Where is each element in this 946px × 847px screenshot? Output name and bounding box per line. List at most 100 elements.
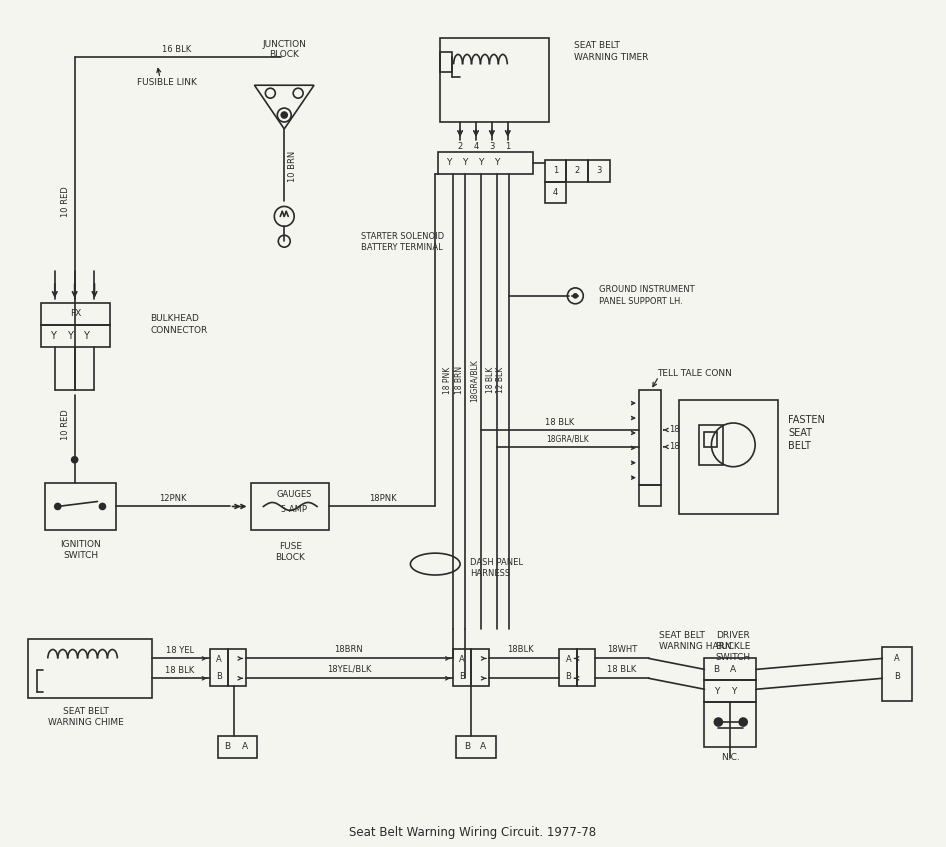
Text: 12PNK: 12PNK: [159, 494, 186, 503]
Text: BELT: BELT: [788, 440, 811, 451]
Bar: [218, 736, 257, 758]
Text: 18 BRN: 18 BRN: [455, 366, 464, 395]
Bar: [456, 736, 496, 758]
Bar: [545, 160, 567, 181]
Circle shape: [281, 112, 288, 118]
Text: 18PNK: 18PNK: [369, 494, 396, 503]
Bar: [545, 181, 567, 203]
Text: PANEL SUPPORT LH.: PANEL SUPPORT LH.: [599, 297, 683, 307]
Text: BUCKLE: BUCKLE: [715, 642, 751, 651]
Text: A: A: [459, 655, 464, 664]
Text: FX: FX: [70, 309, 81, 318]
Text: SEAT BELT: SEAT BELT: [62, 706, 109, 716]
Text: Seat Belt Warning Wiring Circuit. 1977-78: Seat Belt Warning Wiring Circuit. 1977-7…: [349, 826, 597, 839]
Text: 18 BLK: 18 BLK: [166, 666, 195, 675]
Bar: [639, 484, 660, 507]
Text: FUSIBLE LINK: FUSIBLE LINK: [137, 78, 197, 86]
Text: Y: Y: [730, 687, 736, 695]
Text: FASTEN: FASTEN: [788, 415, 825, 425]
Text: 18: 18: [669, 442, 679, 451]
Text: 18: 18: [669, 425, 679, 435]
Bar: [577, 649, 595, 686]
Text: A: A: [730, 665, 736, 674]
Text: JUNCTION: JUNCTION: [262, 40, 307, 49]
Text: B: B: [894, 672, 901, 681]
Circle shape: [99, 503, 105, 509]
Bar: [639, 390, 660, 484]
Text: HARNESS: HARNESS: [470, 568, 510, 578]
Text: Y: Y: [463, 158, 467, 167]
Text: STARTER SOLENOID: STARTER SOLENOID: [360, 232, 444, 241]
Text: B: B: [464, 742, 470, 751]
Text: A: A: [480, 742, 486, 751]
Bar: [678, 400, 778, 514]
Text: 12 BLK: 12 BLK: [497, 367, 505, 393]
Bar: [883, 646, 912, 701]
Circle shape: [573, 294, 577, 298]
Text: B: B: [224, 742, 231, 751]
Text: SWITCH: SWITCH: [716, 653, 751, 662]
Text: B: B: [566, 672, 571, 681]
Text: Y: Y: [67, 330, 73, 340]
Bar: [28, 639, 152, 698]
Text: WARNING HARN.: WARNING HARN.: [658, 642, 734, 651]
Text: A: A: [894, 654, 900, 663]
Text: 1: 1: [505, 142, 511, 152]
Bar: [210, 649, 228, 686]
Text: GROUND INSTRUMENT: GROUND INSTRUMENT: [599, 285, 694, 295]
Text: 18WHT: 18WHT: [607, 645, 638, 654]
Text: B: B: [216, 672, 221, 681]
Text: 18 BLK: 18 BLK: [545, 418, 574, 427]
Text: 18 BLK: 18 BLK: [607, 665, 637, 674]
Text: TELL TALE CONN: TELL TALE CONN: [657, 368, 731, 378]
Text: 4: 4: [552, 188, 558, 197]
Text: Y: Y: [50, 330, 56, 340]
Text: SEAT BELT: SEAT BELT: [658, 631, 705, 640]
Text: 4: 4: [473, 142, 479, 152]
Text: GAUGES: GAUGES: [276, 490, 312, 499]
Text: 18 YEL: 18 YEL: [166, 646, 194, 655]
Text: Y: Y: [713, 687, 719, 695]
Bar: [705, 680, 756, 702]
Text: 18YEL/BLK: 18YEL/BLK: [326, 665, 371, 674]
Bar: [438, 152, 533, 174]
Text: Y: Y: [447, 158, 452, 167]
Bar: [567, 160, 588, 181]
Text: B: B: [459, 672, 465, 681]
Text: Y: Y: [82, 330, 89, 340]
Bar: [588, 160, 610, 181]
Bar: [41, 324, 111, 346]
Text: SEAT: SEAT: [788, 428, 812, 438]
Bar: [698, 425, 724, 465]
Text: FUSE: FUSE: [279, 542, 302, 551]
Bar: [471, 649, 489, 686]
Text: 3: 3: [597, 166, 602, 175]
Text: 1: 1: [552, 166, 558, 175]
Text: 18BRN: 18BRN: [335, 645, 363, 654]
Text: 10 RED: 10 RED: [61, 410, 70, 440]
Text: 16 BLK: 16 BLK: [163, 45, 192, 54]
Text: B: B: [713, 665, 720, 674]
Text: BLOCK: BLOCK: [270, 50, 299, 59]
Text: 3: 3: [489, 142, 495, 152]
Text: WARNING TIMER: WARNING TIMER: [574, 53, 649, 62]
Text: DRIVER: DRIVER: [716, 631, 750, 640]
Text: 5 AMP: 5 AMP: [281, 505, 307, 514]
Bar: [705, 702, 756, 747]
Bar: [440, 53, 452, 72]
Text: Y: Y: [479, 158, 483, 167]
Bar: [559, 649, 577, 686]
Bar: [440, 37, 550, 122]
Circle shape: [739, 718, 747, 726]
Text: A: A: [241, 742, 248, 751]
Circle shape: [72, 457, 78, 462]
Bar: [453, 649, 471, 686]
Text: N.C.: N.C.: [721, 753, 740, 762]
Circle shape: [714, 718, 723, 726]
Text: A: A: [216, 655, 221, 664]
Text: 18 BLK: 18 BLK: [486, 367, 496, 393]
Text: 18GRA/BLK: 18GRA/BLK: [469, 359, 479, 401]
Text: SWITCH: SWITCH: [63, 551, 98, 560]
Bar: [228, 649, 246, 686]
Text: 2: 2: [574, 166, 580, 175]
